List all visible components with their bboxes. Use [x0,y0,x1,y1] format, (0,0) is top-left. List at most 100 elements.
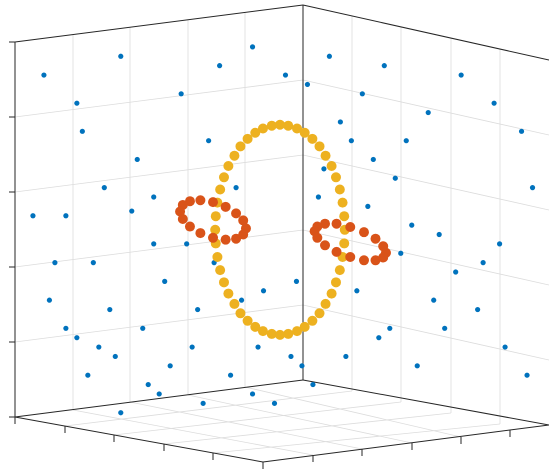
point [307,315,318,326]
point [52,260,58,266]
point [378,241,389,252]
point [387,325,393,331]
point [223,161,234,172]
point [326,53,332,59]
point [348,138,354,144]
point [320,150,331,161]
point [223,288,234,299]
points [30,44,536,416]
axes-box [9,4,549,469]
point [145,381,151,388]
point [46,297,53,303]
point [215,184,226,195]
point [231,208,242,219]
point [220,234,231,245]
point [496,241,503,247]
point [321,166,327,172]
point [260,288,267,294]
point [235,141,246,152]
point [140,325,146,331]
point [283,328,294,339]
point [283,120,294,131]
point [414,363,420,369]
point [320,298,331,309]
point [339,238,350,249]
point [118,53,124,59]
point [210,224,221,235]
point [304,81,311,88]
point [436,231,442,238]
point [74,100,80,106]
point [345,252,356,263]
point [293,278,300,284]
point [274,329,285,340]
point [271,400,278,406]
point [292,326,303,337]
point [200,400,206,406]
point [370,156,376,163]
point [326,288,337,299]
point [101,185,107,191]
point [370,255,381,266]
point [177,214,188,225]
point [326,161,337,172]
point [238,215,249,226]
point [370,233,381,244]
point [41,72,47,78]
point [310,381,316,388]
point [63,325,69,331]
point [30,213,36,219]
point [314,141,325,152]
point [227,372,234,378]
point [299,321,310,332]
point [255,344,261,350]
point [266,328,277,339]
point [331,218,342,229]
point [339,211,350,222]
point [220,201,231,212]
point [398,250,404,256]
point [314,308,325,319]
point [358,255,369,266]
point [376,335,382,341]
point [502,344,508,350]
point [79,128,85,134]
point [85,372,91,378]
point [345,221,356,232]
point [266,120,277,131]
point [334,184,345,195]
point [184,241,190,247]
point [381,63,387,69]
point [212,252,223,263]
point [337,197,348,208]
point [250,127,261,138]
point [215,265,226,276]
point [475,306,481,313]
point [90,260,96,266]
point [257,326,268,337]
point [233,185,239,191]
point [299,127,310,138]
point [195,195,206,206]
point [330,277,341,288]
point [129,208,135,214]
point [189,344,195,350]
point [458,72,464,78]
point [249,391,256,397]
point [63,213,69,219]
point [210,211,221,222]
point [217,63,223,69]
point [524,372,530,378]
axis-ticks [9,41,511,469]
point [330,172,341,183]
point [403,138,409,144]
point [320,218,331,229]
point [282,72,289,78]
point [250,321,261,332]
point [431,297,437,303]
point [118,410,124,416]
point [195,228,206,239]
point [178,91,184,97]
point [184,221,195,232]
